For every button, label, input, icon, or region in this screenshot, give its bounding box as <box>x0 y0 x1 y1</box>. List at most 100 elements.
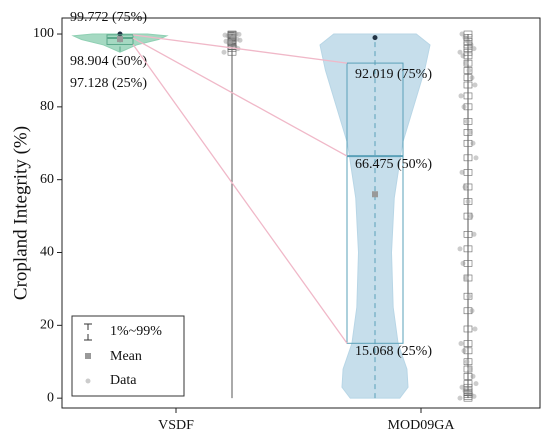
data-box <box>463 274 473 282</box>
mean <box>372 191 378 198</box>
y-tick-label: 40 <box>40 245 54 260</box>
connector <box>132 34 348 64</box>
data-box <box>463 30 473 38</box>
y-tick-label: 80 <box>40 99 54 114</box>
connector <box>132 37 348 157</box>
legend-mean-icon <box>85 353 91 359</box>
data-box <box>463 347 473 355</box>
data-point <box>471 231 477 237</box>
data-point <box>462 184 468 190</box>
legend-label: 1%~99% <box>110 324 162 339</box>
plot-frame <box>61 17 541 409</box>
quartile-label: 92.019 (75%) <box>355 67 432 82</box>
quartile-label: 15.068 (25%) <box>355 344 432 359</box>
data-box <box>463 52 473 60</box>
data-point <box>459 31 465 37</box>
data-box <box>463 260 473 267</box>
data-box <box>227 38 237 46</box>
data-box <box>463 380 473 387</box>
data-box <box>463 154 473 162</box>
y-tick-label: 100 <box>33 26 54 41</box>
x-tick-label: MOD09GA <box>388 418 456 433</box>
data-box <box>463 139 473 147</box>
data-box <box>463 74 473 82</box>
data-box <box>463 59 473 67</box>
data-point <box>230 35 236 41</box>
data-box <box>463 92 473 100</box>
data-point <box>459 384 465 390</box>
data-box <box>463 383 473 391</box>
data-point <box>223 38 229 44</box>
box <box>346 62 404 344</box>
data-point <box>463 60 469 66</box>
data-point <box>463 275 469 281</box>
data-box <box>463 307 473 315</box>
y-tick-label: 60 <box>40 172 54 187</box>
x-tick-label: VSDF <box>158 418 194 433</box>
data-point <box>458 93 464 99</box>
data-box <box>463 67 473 74</box>
data-box <box>463 340 473 347</box>
quartile-label: 98.904 (50%) <box>70 54 147 69</box>
quartile-label: 99.772 (75%) <box>70 10 147 25</box>
data-box <box>463 183 473 191</box>
data-box <box>463 245 473 253</box>
quartile-label: 97.128 (25%) <box>70 76 147 91</box>
data-box <box>463 169 473 176</box>
data-point <box>221 49 227 55</box>
data-box <box>463 373 473 380</box>
data-point <box>459 169 465 175</box>
data-point <box>465 199 471 205</box>
data-point <box>222 32 228 38</box>
data-point <box>473 155 479 161</box>
data-box <box>463 38 473 45</box>
data-point <box>460 260 466 266</box>
data-point <box>472 326 478 332</box>
y-tick-label: 0 <box>47 390 54 405</box>
data-box <box>463 365 473 373</box>
quartile-label: 66.475 (50%) <box>355 157 432 172</box>
data-point <box>472 82 478 88</box>
data-point <box>473 381 479 387</box>
legend-label: Mean <box>110 349 142 364</box>
data-point <box>465 38 471 44</box>
data-point <box>467 366 473 372</box>
data-point <box>471 46 477 52</box>
data-point <box>464 359 470 365</box>
data-box <box>463 231 473 238</box>
legend-whisker-icon <box>84 323 92 341</box>
data-point <box>227 39 233 45</box>
whisker-end <box>372 35 378 41</box>
mean <box>117 36 123 43</box>
connector <box>132 44 348 344</box>
data-box <box>463 198 473 205</box>
data-box <box>227 48 237 56</box>
data-box <box>463 81 473 89</box>
data-point <box>470 140 476 146</box>
data-point <box>457 246 463 252</box>
data-box <box>463 387 473 395</box>
data-point <box>464 118 470 124</box>
box <box>106 34 134 45</box>
legend: 1%~99% Mean Data <box>71 315 185 397</box>
data-point <box>457 49 463 55</box>
data-box <box>463 34 473 41</box>
data-box <box>463 129 473 136</box>
data-box <box>463 292 473 300</box>
data-box <box>463 212 473 220</box>
data-box <box>463 103 473 111</box>
data-point <box>466 67 472 73</box>
whisker-end <box>117 31 123 37</box>
y-axis-label: Cropland Integrity (%) <box>10 126 31 300</box>
data-box <box>463 358 473 366</box>
data-box <box>463 48 473 56</box>
legend-data-icon <box>85 378 91 384</box>
data-point <box>470 373 476 379</box>
data-point <box>467 129 473 135</box>
data-point <box>457 395 463 401</box>
data-box <box>463 45 473 52</box>
y-tick-label: 20 <box>40 318 54 333</box>
data-point <box>458 341 464 347</box>
data-point <box>466 293 472 299</box>
